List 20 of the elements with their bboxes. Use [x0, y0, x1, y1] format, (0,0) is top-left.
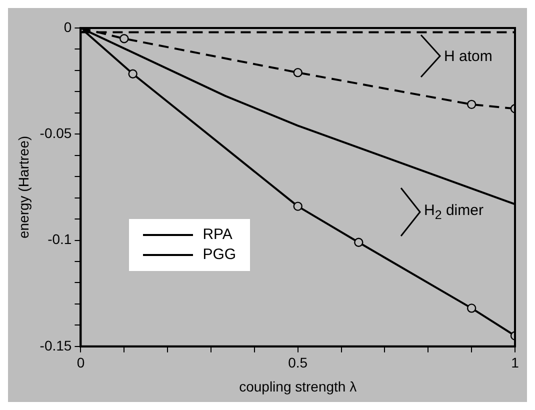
y-axis-title: energy (Hartree)	[15, 136, 32, 239]
point	[466, 304, 476, 313]
x-tick-label: 0	[76, 354, 85, 371]
y-tick-label: -0.1	[48, 231, 72, 248]
y-tick-label: -0.05	[40, 124, 72, 141]
x-tick-label: 0.5	[288, 354, 308, 371]
y-tick-label: 0	[64, 18, 72, 35]
annotation: H atom	[444, 48, 492, 64]
x-axis-title: coupling strength λ	[239, 378, 357, 394]
point	[293, 68, 302, 78]
point	[128, 69, 138, 78]
y-tick-label: -0.15	[40, 337, 72, 354]
point	[120, 34, 129, 44]
legend-label: PGG	[202, 245, 236, 266]
x-tick-label: 1	[511, 354, 520, 371]
point	[466, 100, 476, 110]
annotation: H$_{2}$ dimer	[424, 202, 484, 222]
point	[354, 238, 364, 247]
legend-label: RPA	[202, 225, 232, 246]
point	[293, 202, 302, 211]
